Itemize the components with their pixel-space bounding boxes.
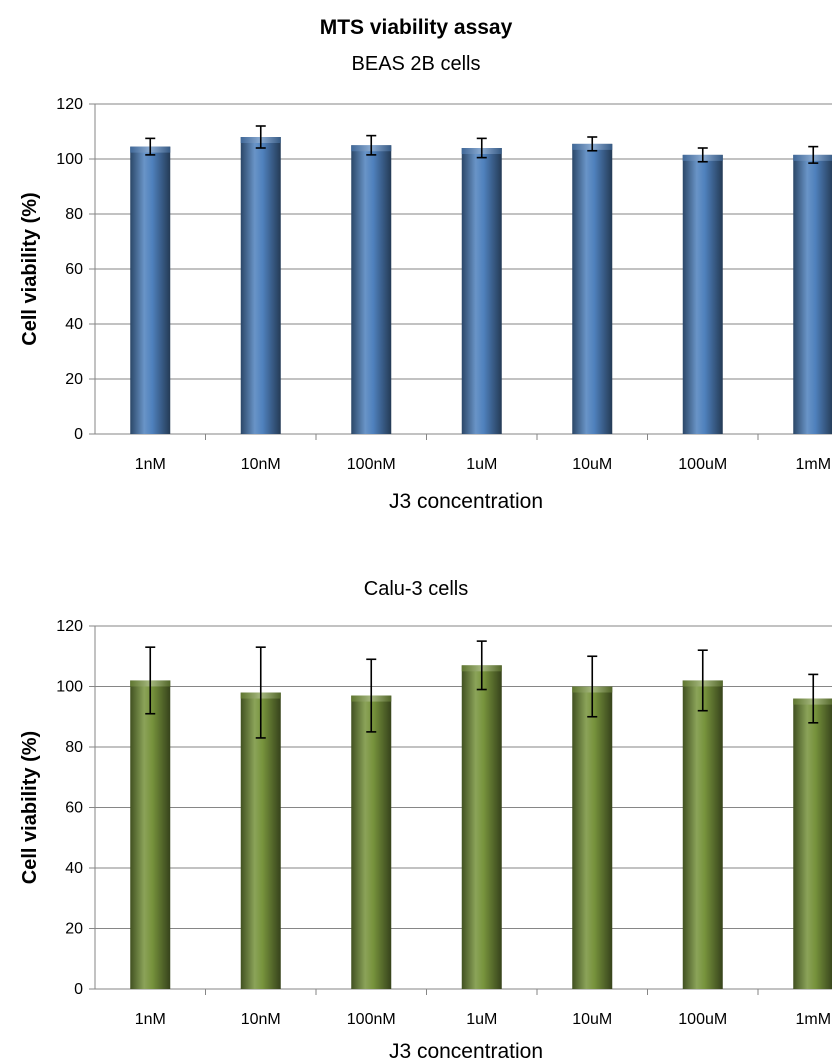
y-tick-label: 120 xyxy=(56,96,83,113)
x-tick-label: 10nM xyxy=(241,1011,281,1028)
x-tick-label: 1mM xyxy=(795,1011,831,1028)
y-axis-title: Cell viability (%) xyxy=(19,192,41,345)
chart-subtitle: Calu-3 cells xyxy=(364,578,468,600)
x-tick-label: 1uM xyxy=(466,456,497,473)
bar xyxy=(682,154,723,434)
bar xyxy=(793,698,832,989)
y-tick-label: 80 xyxy=(65,206,83,223)
bar xyxy=(240,137,281,434)
bar xyxy=(682,680,723,989)
bar xyxy=(351,145,392,434)
x-tick-label: 1mM xyxy=(795,456,831,473)
bar xyxy=(461,665,502,989)
y-tick-label: 80 xyxy=(65,739,83,756)
x-tick-label: 10uM xyxy=(572,456,612,473)
x-tick-label: 100uM xyxy=(678,1011,727,1028)
bar xyxy=(793,154,832,434)
bar xyxy=(572,143,613,434)
bar xyxy=(130,146,171,434)
y-tick-label: 100 xyxy=(56,151,83,168)
y-axis-title: Cell viability (%) xyxy=(19,731,41,884)
bar xyxy=(572,686,613,989)
y-tick-label: 60 xyxy=(65,261,83,278)
x-tick-label: 100uM xyxy=(678,456,727,473)
x-tick-label: 10uM xyxy=(572,1011,612,1028)
x-tick-label: 10nM xyxy=(241,456,281,473)
chart-calu3: Calu-3 cells 0 20 40 60 80 100 120 1nM 10nM 100nM 1… xyxy=(19,578,832,1060)
y-tick-label: 40 xyxy=(65,860,83,877)
x-tick-label: 1nM xyxy=(135,1011,166,1028)
x-tick-label: 1nM xyxy=(135,456,166,473)
y-tick-label: 120 xyxy=(56,618,83,635)
chart-beas2b: BEAS 2B cells 0 20 40 60 80 100 120 1nM 10nM 100nM… xyxy=(19,53,832,513)
x-tick-label: 100nM xyxy=(347,1011,396,1028)
x-axis-title: J3 concentration xyxy=(389,1040,543,1060)
y-tick-label: 20 xyxy=(65,371,83,388)
y-tick-label: 0 xyxy=(74,981,83,998)
x-tick-label: 100nM xyxy=(347,456,396,473)
x-axis-title: J3 concentration xyxy=(389,490,543,513)
bar xyxy=(130,680,171,989)
bar xyxy=(351,695,392,989)
main-title: MTS viability assay xyxy=(319,16,513,39)
bar xyxy=(240,692,281,989)
y-tick-label: 0 xyxy=(74,426,83,443)
y-tick-label: 20 xyxy=(65,921,83,938)
chart-subtitle: BEAS 2B cells xyxy=(352,53,481,75)
y-tick-label: 40 xyxy=(65,316,83,333)
y-tick-label: 100 xyxy=(56,679,83,696)
bar xyxy=(461,148,502,434)
x-tick-label: 1uM xyxy=(466,1011,497,1028)
y-tick-label: 60 xyxy=(65,800,83,817)
